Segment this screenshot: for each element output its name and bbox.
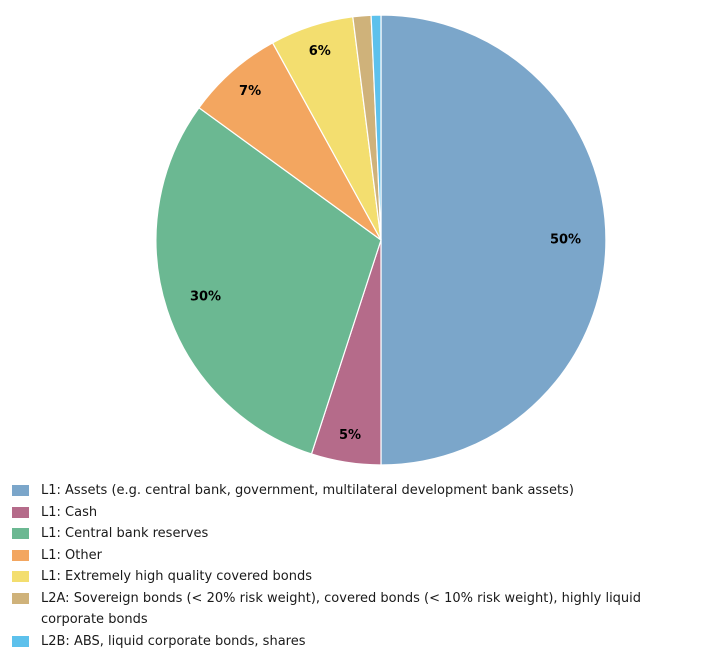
legend-label-0: L1: Assets (e.g. central bank, governmen… (41, 483, 574, 498)
legend-label-4: L1: Extremely high quality covered bonds (41, 569, 312, 584)
legend-label-2: L1: Central bank reserves (41, 526, 209, 541)
pie-chart: 50% 5% 30% 7% 6% (155, 14, 607, 466)
pie-slice-6 (370, 14, 382, 241)
pie-slice-2 (155, 106, 382, 455)
legend-item-5: L2A: Sovereign bonds (< 20% risk weight)… (12, 588, 712, 631)
legend-item-1: L1: Cash (12, 502, 712, 524)
legend-label-6: L2B: ABS, liquid corporate bonds, shares (41, 633, 306, 649)
legend-swatch-6 (12, 635, 29, 647)
slice-label-3: 7% (239, 84, 261, 99)
slice-label-0: 50% (550, 233, 581, 248)
legend-swatch-2 (12, 528, 29, 539)
legend-swatch-0 (12, 485, 29, 496)
legend-item-2: L1: Central bank reserves (12, 523, 712, 545)
legend-swatch-3 (12, 549, 29, 561)
slice-label-2: 30% (190, 290, 221, 305)
legend-label-1: L1: Cash (41, 504, 98, 520)
legend-label-5: L2A: Sovereign bonds (< 20% risk weight)… (41, 590, 642, 628)
legend-swatch-5 (12, 592, 29, 604)
pie-slice-0 (380, 14, 607, 466)
slice-label-4: 6% (309, 44, 331, 59)
legend: L1: Assets (e.g. central bank, governmen… (12, 480, 712, 652)
legend-label-3: L1: Other (41, 547, 102, 563)
legend-item-3: L1: Other (12, 545, 712, 567)
legend-item-0: L1: Assets (e.g. central bank, governmen… (12, 480, 712, 502)
slice-label-1: 5% (339, 428, 361, 443)
legend-swatch-4 (12, 571, 29, 582)
legend-item-4: L1: Extremely high quality covered bonds (12, 566, 712, 588)
legend-swatch-1 (12, 506, 29, 518)
legend-item-6: L2B: ABS, liquid corporate bonds, shares (12, 631, 712, 653)
